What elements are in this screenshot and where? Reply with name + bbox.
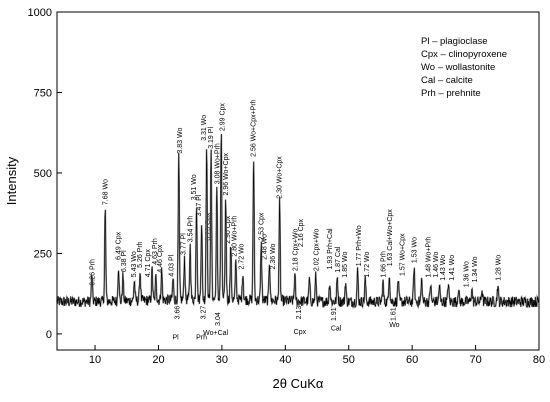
diffraction-trace [56,133,540,308]
peak-annotation: 9.26 Prh [90,259,97,286]
peak-annotation: 1.61 [391,307,398,321]
peak-annotation: 7.68 Wo [103,179,110,205]
peak-annotation: 2.90 Cpx [225,215,232,244]
x-tick-label: 60 [406,354,418,366]
y-tick-label: 250 [34,248,52,260]
peak-annotation: 1.77 Prh+Wo [356,225,363,266]
peak-annotation: 2.16 Cpx [298,218,305,247]
peak-annotation: 2.72 Wo [238,243,245,269]
legend-entry: Prh – prehnite [421,88,481,99]
peak-annotation: 3.47 Pl [196,194,203,216]
x-tick-label: 10 [89,354,101,366]
peak-annotation: 1.36 Wo [464,261,471,287]
peak-annotation: 1.48 Wo+Prh [426,237,433,278]
peak-annotation: 2.56 Wo+Cpx+Prh [251,99,258,157]
legend-entry: Pl – plagioclase [421,36,488,47]
y-tick-label: 1000 [28,7,52,19]
peak-annotation: 2.18 Cpx+Wo [292,229,299,272]
peak-annotation: 4.03 Pl [169,254,176,276]
x-tick-label: 40 [279,354,291,366]
peak-annotation: 3.66 [174,306,181,320]
x-tick-label: 70 [469,354,481,366]
x-tick-label: 80 [533,354,545,366]
peak-annotation: 2.02 Cpx+Wo [313,229,320,272]
y-tick-label: 750 [34,87,52,99]
peak-annotation: 1.41 Wo [449,255,456,281]
peak-annotation: 1.43 Wo [440,255,447,281]
y-axis-title: Intensity [4,156,19,205]
peak-annotation: 3.08 Wo+Prh [214,143,221,184]
peak-annotation: 1.34 Wo [472,256,479,282]
plot-frame [56,11,540,351]
peak-annotation: Cal [331,326,342,333]
peak-annotation: 2.13 [296,306,303,320]
peak-annotation: 1.91 [331,307,338,321]
peak-annotation: 3.54 Prh [188,216,195,243]
axis-ticks-layer: 10 20 30 40 50 60 70 80 0 250 500 750 1000 [28,7,546,366]
peak-annotation: 2.96 Wo+Cpx [223,153,230,196]
peak-annotation: 3.23 Cpx [205,212,212,241]
peak-annotation: Wo+Cal [203,330,228,337]
peak-annotation: 3.31 Wo [201,115,208,141]
peak-annotation: 3.27 [200,306,207,320]
x-tick-label: 20 [152,354,164,366]
peak-annotation: 2.30 Wo+Cpx [277,156,284,199]
legend: Pl – plagioclase Cpx – clinopyroxene Wo … [421,36,507,99]
peak-annotation: 3.04 [215,312,222,326]
peak-annotation: 4.63 Prh [152,238,159,265]
peak-annotation: 2.48 Wo [261,234,268,260]
peak-annotation: 3.19 Pl [208,127,215,149]
peak-annotation: 2.99 Cpx [219,103,226,132]
peak-annotation: 3.77 Pl [181,233,188,255]
x-tick-label: 50 [343,354,355,366]
diffraction-trace-layer [56,133,540,310]
peak-annotation: 1.53 Wo [412,237,419,263]
legend-entry: Wo – wollastonite [421,62,495,73]
peak-annotation: 3.51 Wo [191,174,198,200]
peak-annotation: 4.46 Cpx [157,244,164,273]
y-tick-label: 0 [46,329,52,341]
peak-annotation: 2.80 Wo+Prh [231,216,238,257]
y-tick-label: 500 [34,168,52,180]
peak-annotation: Pl [172,334,179,341]
peak-annotation: 1.87 Cal [335,246,342,273]
legend-entry: Cal – calcite [421,75,473,86]
peak-annotation: Wo [389,322,399,329]
peak-annotation: 1.63 Cal+Wo+Cpx [387,209,394,267]
peak-annotation: 2.36 Wo [270,243,277,269]
peak-annotation: 2.53 Cpx [259,212,266,241]
peak-annotation: 1.72 Wo [364,252,371,278]
peak-annotation: 6.38 Pl [121,250,128,272]
peak-annotation: 3.83 Wo [177,128,184,154]
x-tick-label: 30 [216,354,228,366]
legend-entry: Cpx – clinopyroxene [421,49,507,60]
peak-annotation: 5.26 Prh [137,241,144,268]
peak-annotation: 1.93 Prh+Cal [327,228,334,269]
peak-annotation: 1.66 Prh [381,251,388,278]
peak-annotation: 1.46 Wo [433,252,440,278]
peak-annotation: Cpx [294,329,307,336]
x-axis-title: 2θ CuKα [273,376,324,391]
peak-annotation: Prh [196,334,207,341]
peak-annotation: 6.49 Cpx [115,231,122,260]
peak-annotation: 4.71 Cpx [145,249,152,278]
peak-annotation: 1.85 Wo [342,252,349,278]
peak-annotation: 1.57 Wo+Cpx [400,233,407,276]
peak-annotation: 1.28 Wo [495,255,502,281]
peak-annotation: 5.43 Wo [131,251,138,277]
